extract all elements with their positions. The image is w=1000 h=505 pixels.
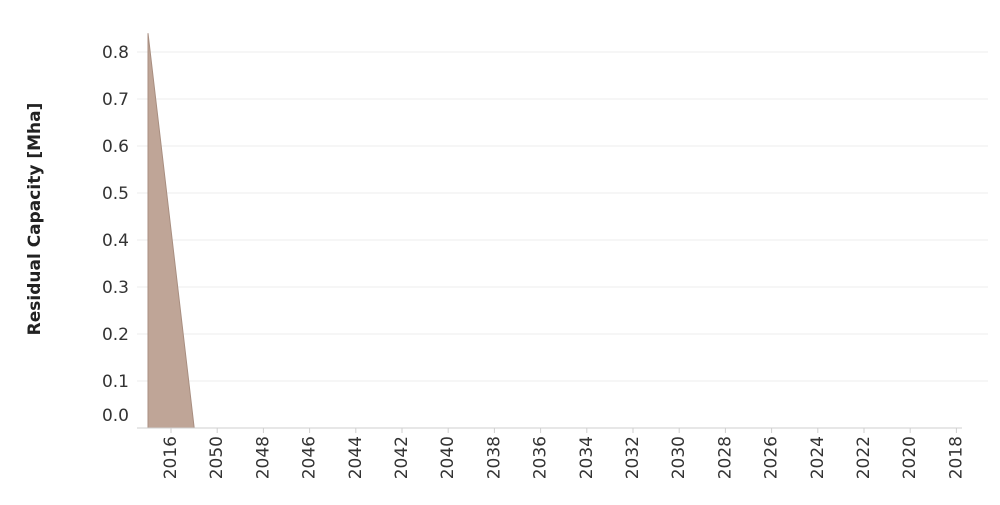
plot-area [147, 33, 934, 429]
area-series [147, 33, 934, 429]
x-tick-label: 2028 [715, 436, 735, 479]
x-tick-label: 2026 [762, 436, 782, 479]
x-tick-label: 2048 [253, 436, 273, 479]
x-tick-label: 2036 [531, 436, 551, 479]
x-tick-label: 2030 [669, 436, 689, 479]
x-tick-label: 2016 [161, 436, 181, 479]
y-tick-label: 0.1 [102, 372, 129, 392]
x-tick-label: 2034 [577, 436, 597, 479]
x-tick-label: 2018 [946, 436, 966, 479]
x-tick-label: 2024 [808, 436, 828, 479]
gridlines [137, 51, 988, 382]
x-tick-label: 2038 [484, 436, 504, 479]
y-tick-label: 0.8 [102, 43, 129, 63]
y-tick-label: 0.3 [102, 278, 129, 298]
y-tick-label: 0.5 [102, 184, 129, 204]
x-axis: 2016 2050 2048 2046 2044 2042 2040 2038 2036 2034… [161, 428, 966, 479]
y-tick-label: 0.6 [102, 137, 129, 157]
x-tick-label: 2022 [854, 436, 874, 479]
x-tick-label: 2020 [900, 436, 920, 479]
y-axis: 0.8 0.7 0.6 0.5 0.4 0.3 0.2 0.1 0.0 [102, 43, 129, 426]
y-axis-title: Residual Capacity [Mha] [25, 103, 45, 336]
y-tick-label: 0.0 [102, 406, 129, 426]
x-tick-label: 2032 [623, 436, 643, 479]
x-tick-label: 2050 [207, 436, 227, 479]
x-tick-label: 2040 [438, 436, 458, 479]
y-tick-label: 0.2 [102, 325, 129, 345]
x-tick-label: 2042 [392, 436, 412, 479]
x-tick-label: 2046 [300, 436, 320, 479]
y-tick-label: 0.7 [102, 90, 129, 110]
y-tick-label: 0.4 [102, 231, 129, 251]
x-tick-label: 2044 [346, 436, 366, 479]
